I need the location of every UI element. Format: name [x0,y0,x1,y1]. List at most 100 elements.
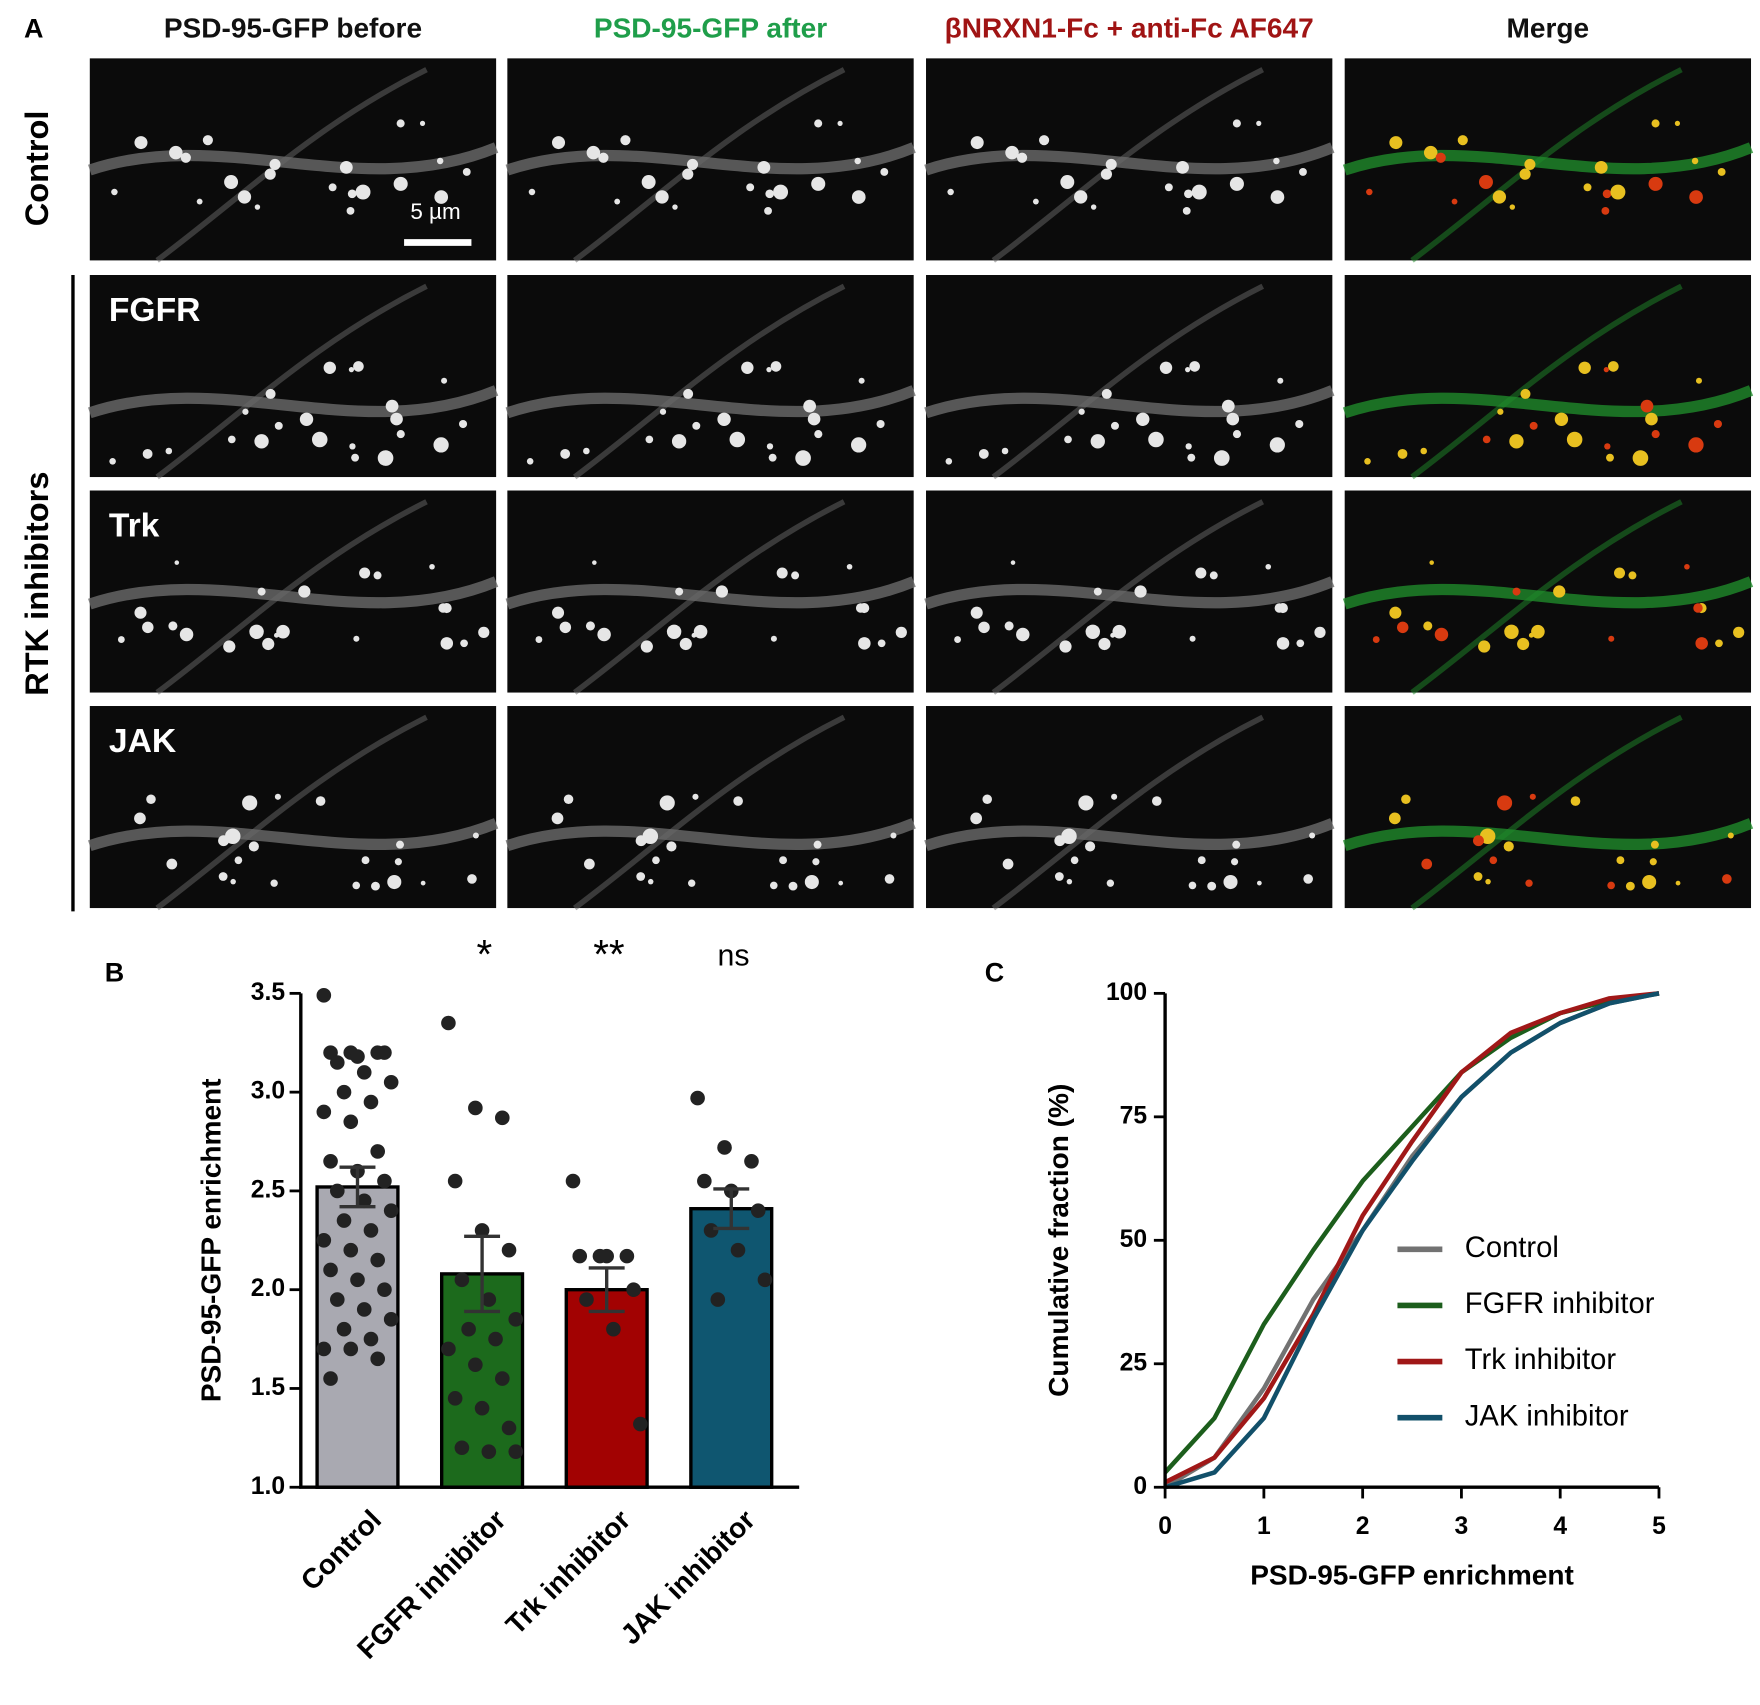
puncta [1640,399,1654,413]
puncta [227,435,236,444]
puncta [1066,878,1073,885]
x-tick-label: 3 [1455,1513,1469,1540]
dendrite [991,67,1265,263]
puncta [1151,796,1162,806]
data-point [370,1144,385,1159]
column-title: βNRXN1-Fc + anti-Fc AF647 [945,13,1314,44]
puncta [1001,447,1009,455]
puncta [1197,856,1206,865]
micrograph [926,275,1333,478]
puncta [1482,435,1491,444]
puncta [1675,880,1681,886]
row-label: FGFR [109,292,201,329]
data-point [730,1242,746,1258]
puncta [169,145,183,160]
puncta [1276,637,1290,650]
y-tick-label: 100 [1106,979,1147,1006]
puncta [1064,435,1072,444]
puncta [1032,198,1039,205]
axes [1163,993,1659,1489]
puncta [693,624,708,639]
puncta [1270,190,1285,204]
data-point [508,1444,524,1459]
micrograph [1344,275,1752,478]
data-point [481,1292,497,1307]
puncta [814,119,823,128]
puncta [552,606,565,619]
puncta [1632,450,1649,466]
puncta [1277,377,1284,384]
puncta [1070,856,1079,865]
data-point [468,1357,483,1373]
puncta [584,858,595,870]
puncta [254,204,261,210]
puncta [339,160,353,174]
puncta [419,120,426,126]
puncta [270,879,278,887]
data-point [474,1400,490,1416]
puncta [1221,399,1235,413]
puncta [429,563,435,570]
dendrite [1410,67,1683,263]
legend-label: Trk inhibitor [1465,1344,1617,1376]
puncta [855,603,866,613]
puncta [274,421,283,430]
puncta [323,361,336,374]
dendrite [991,714,1265,911]
puncta [1060,175,1075,190]
dendrite [505,576,916,610]
puncta [1226,412,1240,426]
puncta [248,841,259,852]
puncta [666,841,677,852]
puncta [1423,621,1433,631]
data-point [323,1153,338,1169]
puncta [1002,858,1014,870]
data-point [343,1341,359,1357]
puncta [179,627,194,642]
puncta [1085,624,1101,640]
puncta [1296,639,1305,648]
puncta [1520,388,1531,399]
puncta [795,450,811,466]
puncta [1184,189,1193,199]
puncta [1039,135,1050,146]
puncta [394,858,402,866]
puncta [1649,858,1657,866]
puncta [1164,183,1173,192]
puncta [692,793,699,800]
puncta [361,856,370,865]
puncta [218,835,230,847]
puncta [846,563,853,570]
puncta [1010,560,1016,565]
puncta [672,204,678,210]
dendrite [1410,714,1683,911]
puncta [1100,168,1113,180]
puncta [1594,160,1608,174]
puncta [982,794,992,804]
puncta [1691,157,1699,165]
y-tick-label: 3.5 [251,979,286,1006]
puncta [1134,585,1147,598]
data-point [606,1321,621,1337]
data-point [356,1065,372,1080]
puncta [769,881,778,890]
puncta [223,640,236,653]
puncta [683,388,694,399]
puncta [1473,872,1483,881]
puncta [770,361,782,372]
puncta [776,567,788,579]
panel-label: C [985,957,1004,987]
puncta [880,168,889,176]
puncta [1504,624,1519,640]
data-point [336,1213,352,1228]
puncta [1256,120,1262,126]
puncta [434,190,449,204]
puncta [1397,448,1408,459]
data-point [330,1183,345,1199]
dendrite [88,576,499,610]
micrograph [89,706,497,909]
puncta [111,188,118,196]
data-point [447,1391,463,1406]
puncta [586,145,601,160]
puncta [791,571,800,580]
